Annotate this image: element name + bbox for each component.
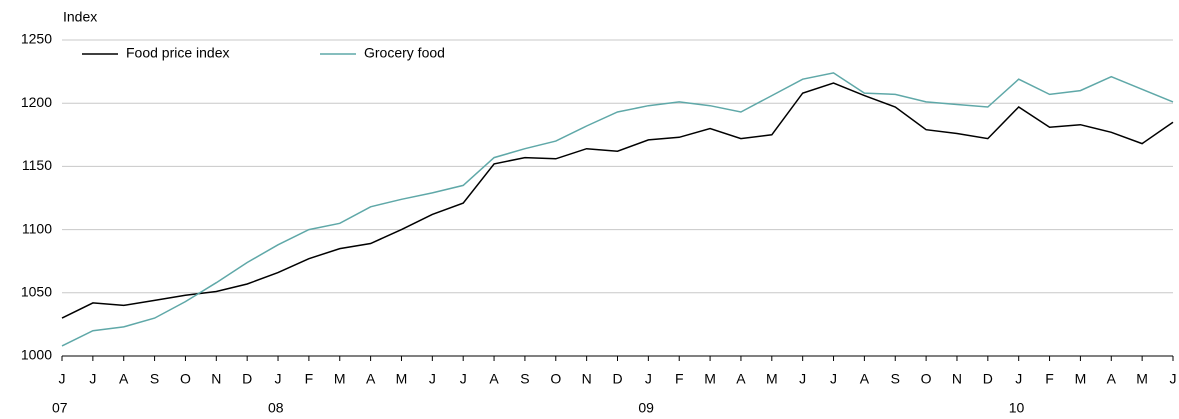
- y-tick-label: 1000: [21, 347, 52, 363]
- series-line: [61, 82, 1174, 319]
- x-tick-label: M: [396, 371, 408, 387]
- x-tick-label: D: [242, 371, 252, 387]
- x-tick-label: J: [799, 371, 806, 387]
- x-tick-label: S: [150, 371, 159, 387]
- x-tick-label: D: [983, 371, 993, 387]
- x-tick-label: O: [921, 371, 932, 387]
- x-tick-label: M: [766, 371, 778, 387]
- x-tick-label: J: [460, 371, 467, 387]
- x-year-label: 08: [268, 400, 284, 416]
- x-tick-label: A: [736, 371, 746, 387]
- x-tick-label: A: [119, 371, 129, 387]
- legend-label: Food price index: [126, 45, 230, 61]
- x-tick-label: F: [305, 371, 314, 387]
- x-tick-label: J: [1015, 371, 1022, 387]
- y-tick-label: 1050: [21, 284, 52, 300]
- x-tick-label: N: [582, 371, 592, 387]
- x-tick-label: A: [1107, 371, 1117, 387]
- x-tick-label: J: [59, 371, 66, 387]
- y-tick-label: 1100: [22, 220, 52, 236]
- y-tick-label: 1250: [21, 31, 52, 47]
- y-tick-label: 1200: [21, 94, 52, 110]
- x-tick-label: J: [1170, 371, 1177, 387]
- x-tick-label: S: [520, 371, 529, 387]
- series-line: [61, 72, 1174, 347]
- x-tick-label: J: [830, 371, 837, 387]
- y-axis-label: Index: [63, 9, 97, 25]
- x-tick-label: S: [891, 371, 900, 387]
- x-tick-label: N: [952, 371, 962, 387]
- x-tick-label: N: [211, 371, 221, 387]
- x-year-label: 09: [638, 400, 654, 416]
- x-tick-label: J: [89, 371, 96, 387]
- x-tick-label: A: [860, 371, 870, 387]
- x-tick-label: J: [275, 371, 282, 387]
- x-year-label: 07: [52, 400, 68, 416]
- x-tick-label: F: [1045, 371, 1054, 387]
- x-tick-label: O: [180, 371, 191, 387]
- x-tick-label: A: [366, 371, 376, 387]
- x-tick-label: J: [429, 371, 436, 387]
- x-tick-label: J: [645, 371, 652, 387]
- legend-label: Grocery food: [364, 45, 445, 61]
- x-year-label: 10: [1009, 400, 1025, 416]
- x-tick-label: O: [550, 371, 561, 387]
- x-tick-label: A: [489, 371, 499, 387]
- y-tick-label: 1150: [22, 157, 52, 173]
- x-tick-label: M: [704, 371, 716, 387]
- x-tick-label: F: [675, 371, 684, 387]
- x-tick-label: M: [1136, 371, 1148, 387]
- x-tick-label: D: [612, 371, 622, 387]
- x-tick-label: M: [1075, 371, 1087, 387]
- x-tick-label: M: [334, 371, 346, 387]
